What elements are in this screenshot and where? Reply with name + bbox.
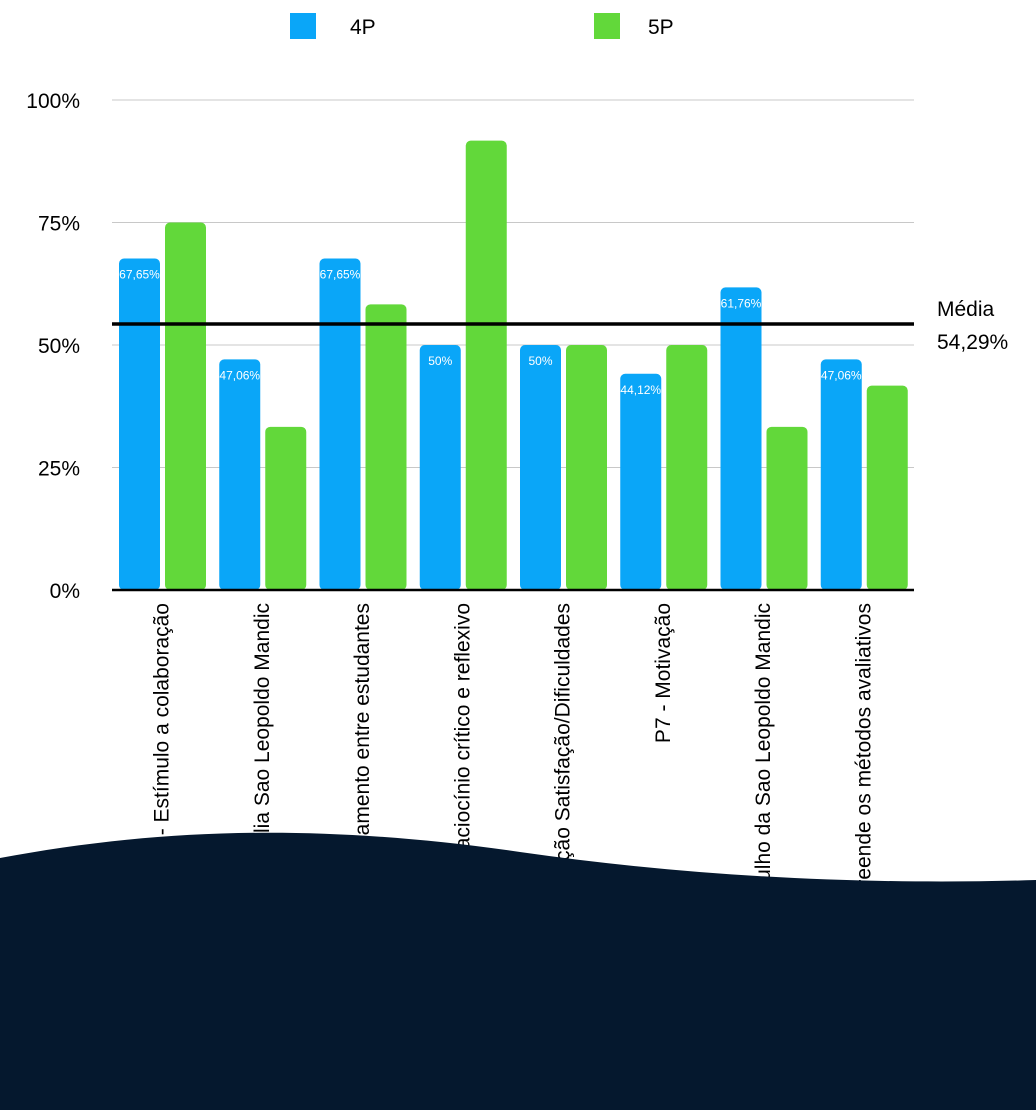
legend-swatch-5p: [594, 13, 620, 39]
bar-4p-1: [119, 258, 160, 590]
x-category-label: P7 - Motivação: [652, 603, 675, 743]
bar-4p-6: [620, 373, 662, 590]
legend-label: 4P: [350, 16, 376, 39]
y-tick-label: 100%: [26, 90, 80, 113]
bar-5p-6: [666, 345, 708, 590]
bar-5p-4: [465, 140, 507, 591]
bar-5p-8: [866, 385, 908, 590]
bar-4p-7: [720, 287, 762, 590]
bar-5p-2: [265, 426, 307, 590]
legend-label: 5P: [648, 16, 674, 39]
y-tick-label: 75%: [38, 213, 80, 236]
legend-swatch-4p: [290, 13, 316, 39]
data-label: 44,12%: [620, 383, 661, 397]
data-label: 50%: [528, 354, 552, 368]
y-tick-label: 0%: [50, 580, 80, 603]
data-label: 47,06%: [219, 368, 260, 382]
x-category-label: P1 - Estímulo a colaboração: [151, 603, 174, 867]
x-category-label: P8 - Orgulho da Sao Leopoldo Mandic: [752, 603, 775, 960]
footer-wave: [0, 832, 1036, 1110]
bar-5p-1: [165, 222, 206, 590]
average-line-group: Média 54,29%: [112, 298, 1008, 354]
bar-4p-5: [520, 345, 561, 590]
y-axis-ticks: 0% 25% 50% 75% 100%: [26, 90, 80, 603]
bar-5p-3: [365, 304, 407, 590]
data-label: 67,65%: [119, 268, 160, 282]
bar-4p-8: [820, 359, 862, 590]
bar-4p-2: [219, 359, 261, 590]
y-tick-label: 25%: [38, 458, 80, 481]
bars: 67,65% 47,06% 67,65% 50% 50% 44,12% 61,76% 47,0…: [119, 140, 908, 591]
data-label: 67,65%: [320, 268, 361, 282]
bar-4p-4: [419, 345, 461, 590]
y-tick-label: 50%: [38, 335, 80, 358]
data-label: 50%: [428, 354, 452, 368]
bar-5p-5: [566, 345, 607, 590]
data-label: 61,76%: [721, 296, 762, 310]
bar-4p-3: [319, 258, 361, 590]
data-label: 47,06%: [821, 368, 862, 382]
bar-5p-7: [766, 426, 808, 590]
legend: 4P 5P: [290, 13, 674, 39]
average-label: Média: [937, 298, 995, 321]
average-value: 54,29%: [937, 331, 1008, 354]
